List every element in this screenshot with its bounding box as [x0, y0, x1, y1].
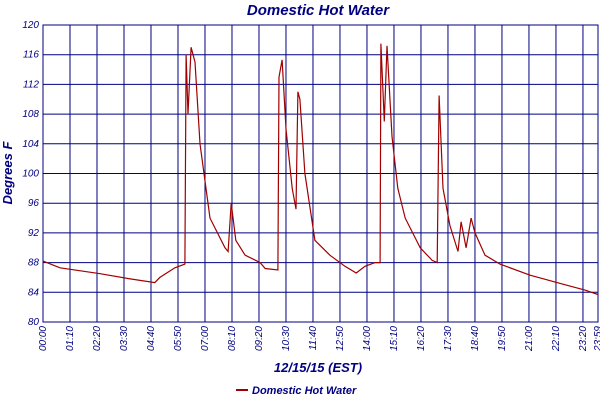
y-tick-label: 92 — [28, 228, 40, 239]
x-tick-label: 10:30 — [281, 326, 292, 351]
y-tick-label: 108 — [22, 109, 39, 120]
x-tick-label: 14:00 — [362, 326, 373, 351]
x-tick-label: 11:40 — [308, 326, 319, 351]
x-tick-label: 23:20 — [578, 326, 589, 352]
x-tick-label: 16:20 — [416, 326, 427, 351]
y-tick-label: 84 — [28, 287, 40, 298]
x-tick-label: 04:40 — [146, 326, 157, 351]
x-tick-label: 18:40 — [470, 326, 481, 351]
x-tick-label: 01:10 — [65, 326, 76, 351]
x-tick-label: 08:10 — [227, 326, 238, 351]
x-tick-label: 21:00 — [524, 326, 535, 352]
y-tick-label: 96 — [28, 198, 40, 209]
x-tick-label: 00:00 — [38, 326, 49, 351]
x-tick-label: 15:10 — [389, 326, 400, 351]
legend-label: Domestic Hot Water — [252, 385, 357, 397]
x-tick-label: 23:59 — [593, 326, 600, 352]
y-tick-label: 80 — [28, 317, 40, 328]
y-axis-label: Degrees F — [0, 141, 15, 205]
y-tick-label: 120 — [22, 20, 39, 31]
chart-title: Domestic Hot Water — [247, 2, 390, 19]
x-tick-label: 17:30 — [443, 326, 454, 351]
data-line — [42, 43, 599, 296]
y-tick-label: 104 — [22, 139, 39, 150]
x-tick-label: 09:20 — [254, 326, 265, 351]
x-tick-label: 03:30 — [119, 326, 130, 351]
y-tick-label: 88 — [28, 258, 40, 269]
x-tick-label: 02:20 — [92, 326, 103, 351]
x-tick-label: 19:50 — [497, 326, 508, 351]
y-tick-label: 116 — [23, 50, 39, 61]
y-tick-label: 100 — [22, 169, 39, 180]
x-tick-label: 05:50 — [173, 326, 184, 351]
x-axis-label: 12/15/15 (EST) — [274, 360, 362, 375]
x-tick-label: 07:00 — [200, 326, 211, 351]
x-tick-label: 12:50 — [335, 326, 346, 351]
x-tick-label: 22:10 — [551, 326, 562, 352]
y-tick-label: 112 — [23, 79, 39, 90]
